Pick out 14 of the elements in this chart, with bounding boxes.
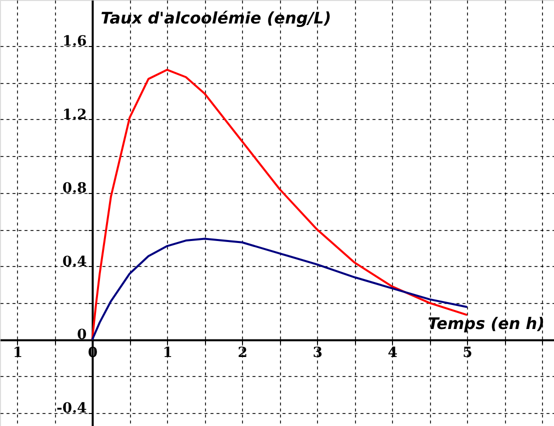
x-tick-label: 1 [12, 345, 23, 362]
y-tick-label: 0 [76, 327, 87, 344]
y-tick-label: 0.4 [62, 254, 87, 270]
x-tick-label: 2 [238, 345, 248, 362]
y-axis-title: Taux d'alcoolémie (eng/L) [100, 8, 332, 28]
x-axis-title: Temps (en h) [428, 314, 544, 334]
y-tick-label: 1.2 [62, 106, 87, 123]
y-tick-label: 0.8 [62, 180, 87, 196]
y-tick-label: -0.4 [56, 400, 87, 417]
x-tick-label: 4 [388, 345, 398, 362]
x-tick-label: 1 [162, 345, 173, 362]
y-tick-label: 1.6 [62, 33, 87, 50]
x-tick-label: 5 [462, 345, 472, 362]
x-tick-label: 3 [312, 345, 322, 362]
